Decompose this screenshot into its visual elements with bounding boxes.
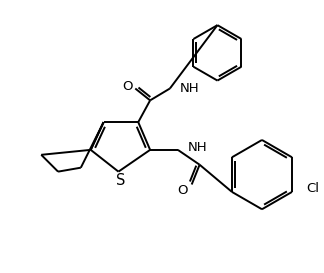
Text: NH: NH <box>180 82 200 95</box>
Text: NH: NH <box>188 141 207 155</box>
Text: O: O <box>122 80 133 93</box>
Text: S: S <box>116 173 125 188</box>
Text: Cl: Cl <box>306 182 319 195</box>
Text: O: O <box>178 184 188 197</box>
